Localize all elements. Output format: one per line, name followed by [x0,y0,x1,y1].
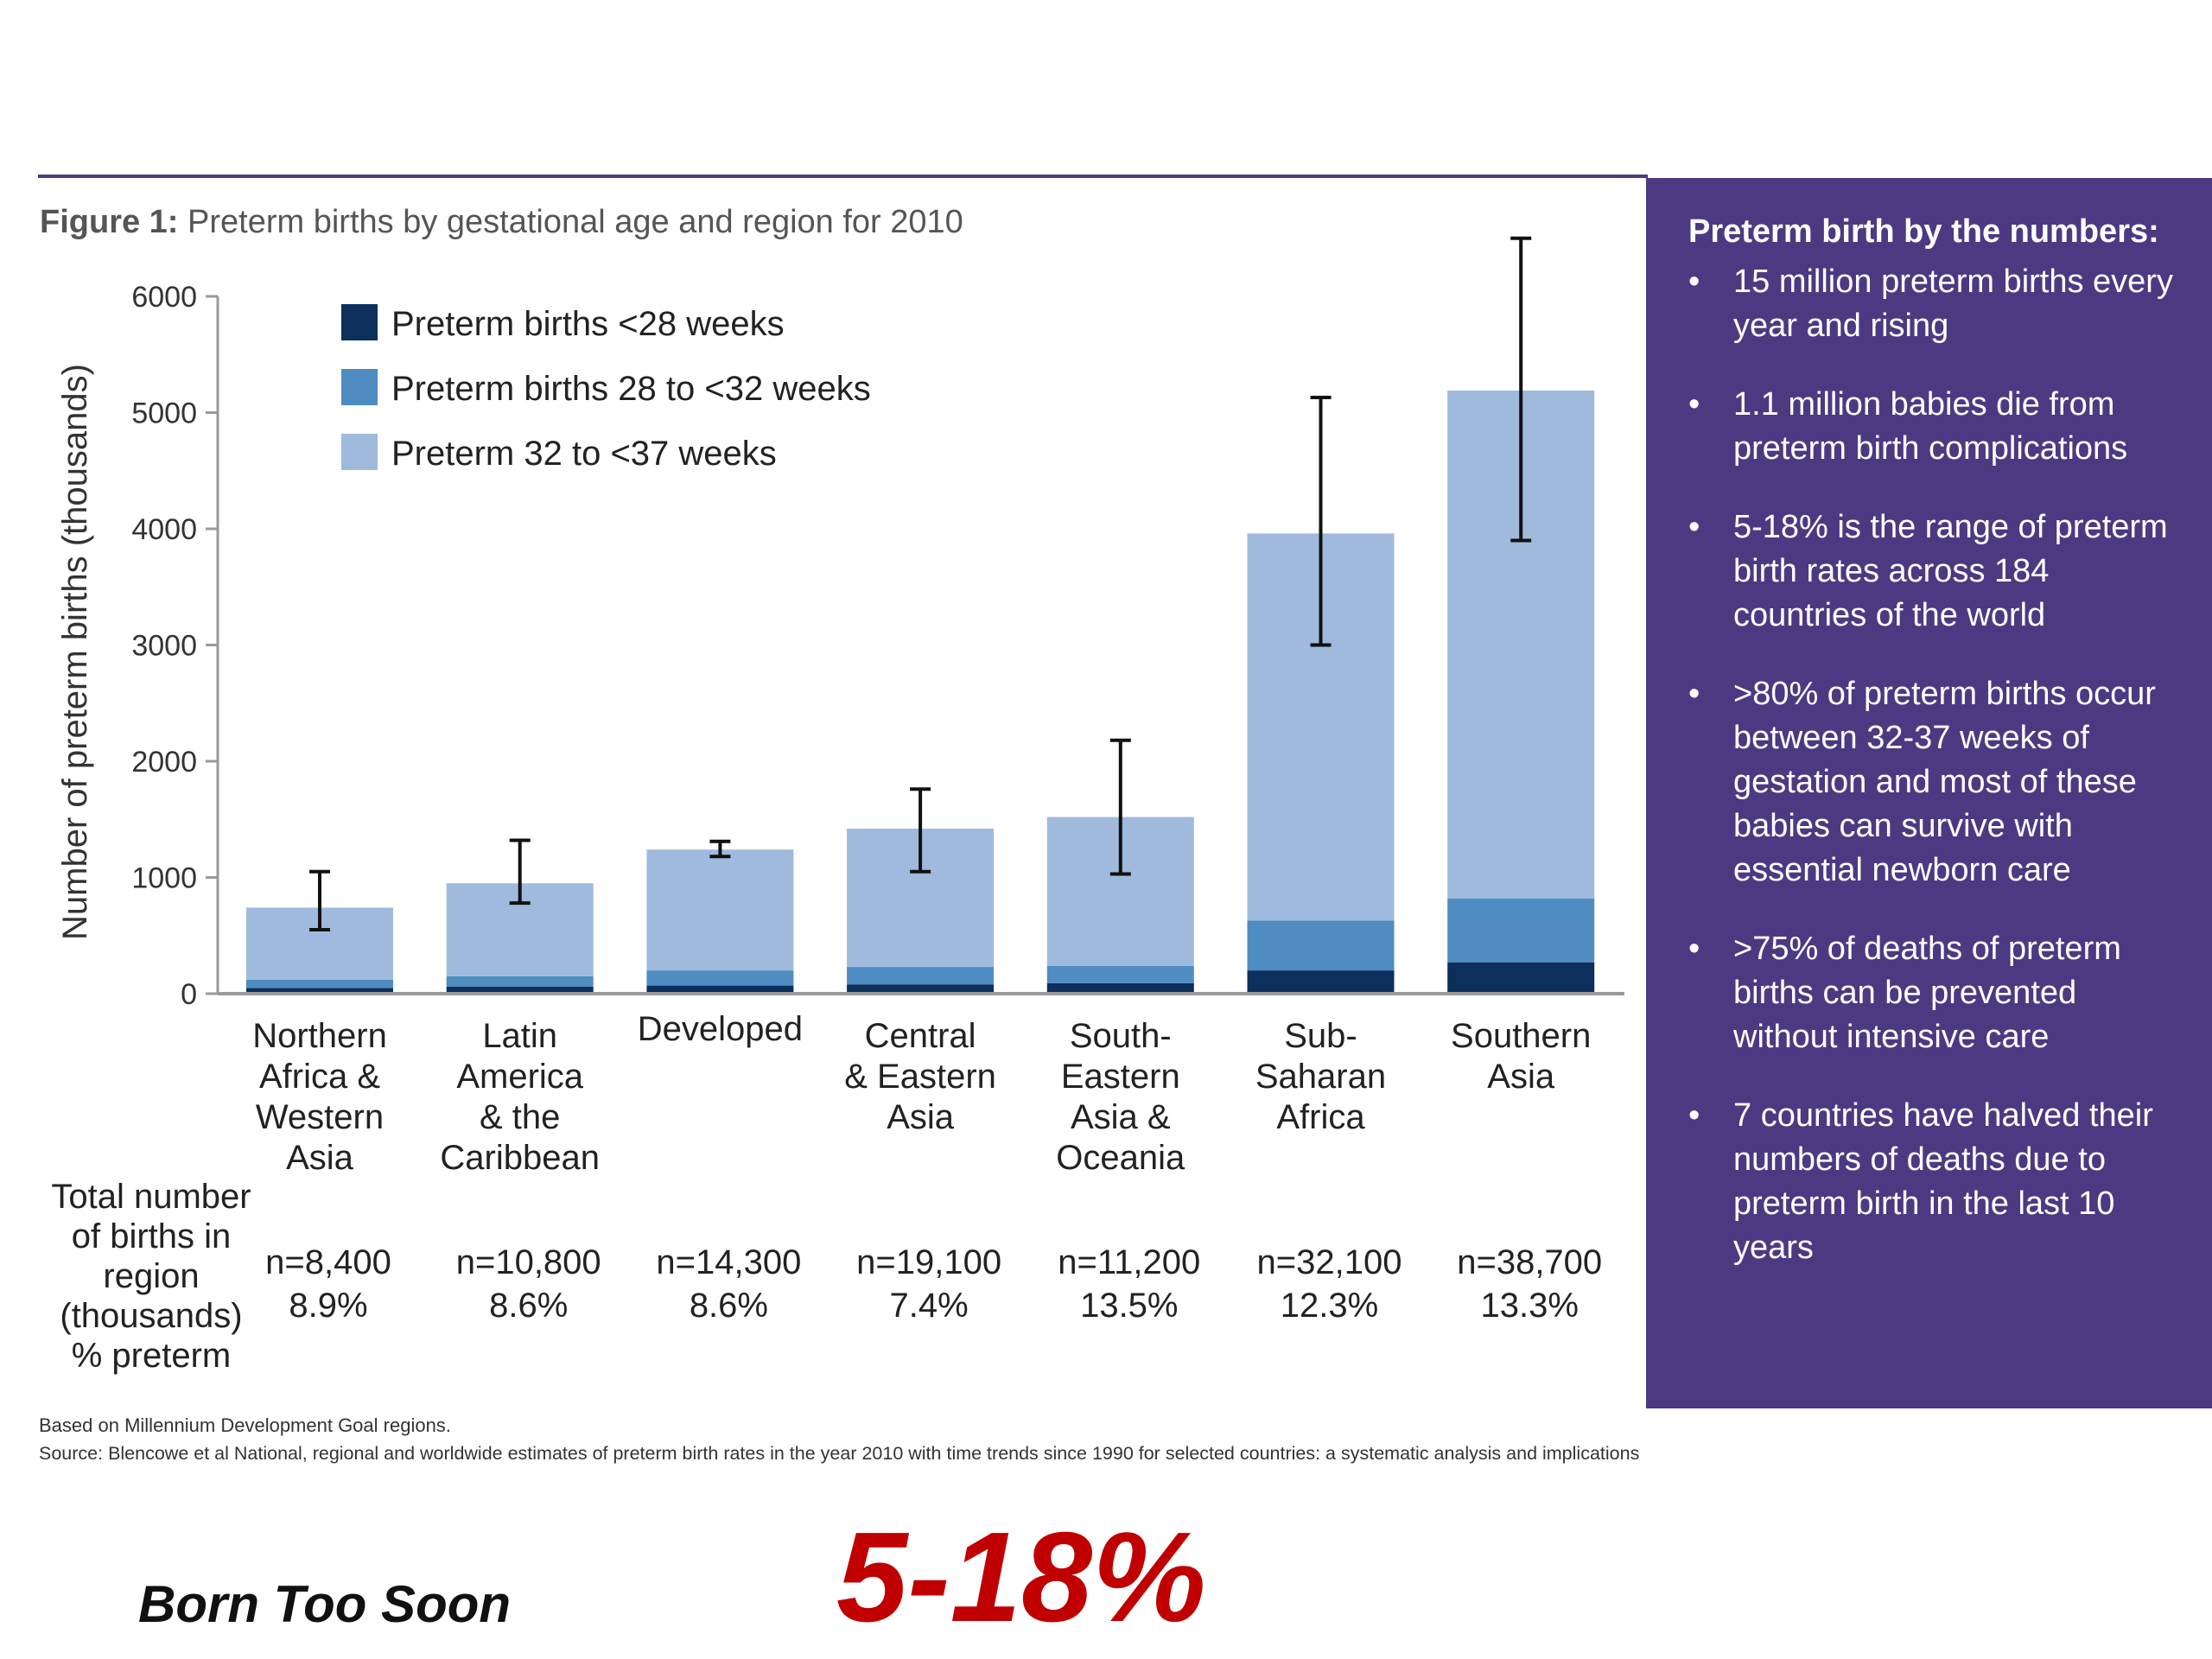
figure-caption: Preterm births by gestational age and re… [188,204,963,240]
legend-label: Preterm 32 to <37 weeks [391,435,777,473]
births-total-label: n=38,700 [1457,1243,1602,1281]
bar-segment [1046,965,1194,983]
y-tick-label: 4000 [131,513,197,546]
category-label-line: Oceania [1056,1139,1185,1177]
births-total-label: n=10,800 [456,1243,601,1281]
figure-title: Figure 1: Preterm births by gestational … [40,204,963,241]
births-total-label: n=32,100 [1257,1243,1402,1281]
legend-swatch [341,434,378,470]
category-label-line: & Eastern [844,1058,996,1096]
category-label: Latin America & the Caribbean [440,1017,600,1177]
category-label-line: Caribbean [440,1139,600,1177]
bar-segment [446,986,594,994]
percent-preterm-label: 8.9% [289,1287,367,1325]
y-axis-title: Number of preterm births (thousands) [56,364,94,940]
fact-item: 15 million preterm births every year and… [1688,260,2186,348]
category-label: Sub-Saharan Africa [1255,1017,1386,1136]
category-label-line: Africa & [259,1058,380,1096]
bar-segment [646,849,794,971]
source-note: Source: Blencowe et al National, regiona… [39,1443,1640,1464]
births-total-label: n=14,300 [656,1243,801,1281]
y-tick-label: 6000 [131,281,197,314]
big-stat: 5-18% [836,1506,1206,1649]
totals-row-label-line: Total number [51,1178,251,1216]
births-total-label: n=8,400 [265,1243,391,1281]
births-total-label: n=19,100 [856,1243,1001,1281]
percent-preterm-label: 7.4% [890,1287,969,1325]
percent-preterm-label: 13.3% [1480,1287,1578,1325]
fact-item: 7 countries have halved their numbers of… [1688,1094,2186,1270]
totals-row-label-line: % preterm [72,1337,232,1375]
category-label: Central & Eastern Asia [844,1017,996,1136]
regions-note: Based on Millennium Development Goal reg… [39,1414,451,1436]
fact-item: >75% of deaths of preterm births can be … [1688,927,2186,1059]
category-label: South-Eastern Asia & Oceania [1056,1017,1185,1177]
y-tick-label: 5000 [131,397,197,430]
category-label-line: Saharan [1255,1058,1386,1096]
category-label: Southern Asia [1451,1017,1591,1096]
bar-segment [646,985,794,994]
births-total-label: n=11,200 [1058,1243,1200,1281]
bar-segment [246,979,393,988]
category-label-line: Asia & [1071,1098,1171,1136]
y-tick-label: 2000 [131,746,197,779]
bar-segment [1447,962,1595,994]
bar-segment [1046,982,1194,994]
totals-row-label: Total number of births in region (thousands… [51,1178,251,1375]
category-label-line: South- [1070,1017,1172,1055]
totals-row-label-line: (thousands) [60,1297,242,1335]
category-label: Northern Africa & Western Asia [252,1017,387,1177]
legend-label: Preterm births 28 to <32 weeks [391,370,871,408]
fact-item: >80% of preterm births occur between 32-… [1688,672,2186,893]
category-label-line: Northern [252,1017,387,1055]
bar-segment [847,967,995,985]
category-label-line: Sub- [1284,1017,1357,1055]
percent-preterm-label: 8.6% [489,1287,568,1325]
category-label-line: Western [256,1098,384,1136]
category-label: Developed [638,1010,803,1048]
y-tick-label: 1000 [131,862,197,895]
category-label-line: Asia [1487,1058,1555,1096]
category-label-line: America [456,1058,583,1096]
bar-segment [646,970,794,986]
bar-segment [446,976,594,987]
fact-item: 1.1 million babies die from preterm birt… [1688,383,2186,471]
bar-segment [1247,920,1395,971]
side-panel: Preterm birth by the numbers: 15 million… [1646,178,2212,1408]
fact-item: 5-18% is the range of preterm birth rate… [1688,505,2186,638]
category-label-line: Latin [482,1017,557,1055]
category-label-line: Africa [1276,1098,1365,1136]
legend-label: Preterm births <28 weeks [391,305,785,343]
facts-list: 15 million preterm births every year and… [1688,260,2186,1270]
side-panel-title: Preterm birth by the numbers: [1688,213,2159,250]
category-label-line: Asia [887,1098,955,1136]
percent-preterm-label: 12.3% [1281,1287,1378,1325]
category-label-line: Central [865,1017,976,1055]
bar-segment [1447,898,1595,963]
top-rule [38,175,1648,178]
category-label-line: & the [480,1098,560,1136]
category-label-line: Southern [1451,1017,1591,1055]
bar-segment [246,988,393,994]
category-label-line: Developed [638,1010,803,1048]
slogan: Born Too Soon [138,1575,512,1633]
y-tick-label: 0 [181,978,197,1011]
category-label-line: Asia [286,1139,354,1177]
totals-row-label-line: region [103,1257,199,1295]
bar-segment [1247,970,1395,994]
figure-label: Figure 1: [40,204,179,240]
legend-swatch [341,369,378,405]
stacked-bar-chart: 0 1000 2000 3000 4000 5000 6000 Number of prete… [51,236,1624,1375]
category-label-line: Eastern [1061,1058,1180,1096]
totals-row-label-line: of births in [72,1217,232,1255]
percent-preterm-label: 13.5% [1080,1287,1178,1325]
legend-swatch [341,304,378,340]
bar-segment [847,984,995,994]
y-tick-label: 3000 [131,630,197,663]
percent-preterm-label: 8.6% [690,1287,768,1325]
